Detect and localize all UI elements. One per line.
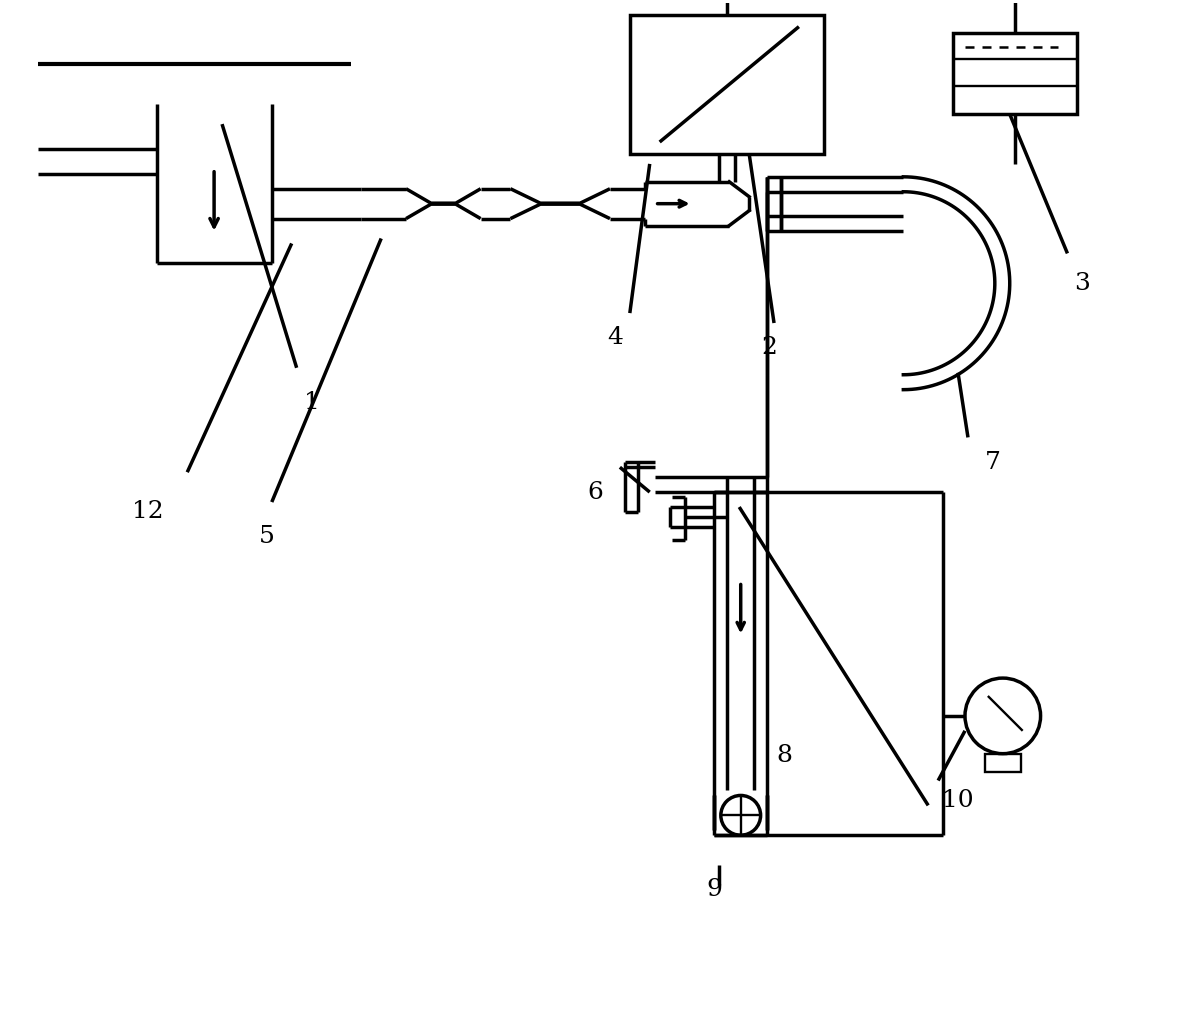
Text: 5: 5 (259, 525, 275, 549)
Text: 2: 2 (761, 336, 777, 360)
Bar (954, 33, 1078, 114)
Text: 7: 7 (985, 451, 1000, 474)
Text: 1: 1 (304, 391, 319, 414)
Bar (630, 14, 823, 154)
Text: 9: 9 (706, 879, 722, 901)
Text: 12: 12 (131, 501, 164, 523)
Text: 6: 6 (587, 480, 603, 504)
Bar (985, 753, 1021, 772)
Text: 3: 3 (1074, 272, 1090, 294)
Text: 8: 8 (776, 744, 792, 768)
Text: 10: 10 (942, 789, 974, 811)
Text: 4: 4 (607, 326, 623, 350)
